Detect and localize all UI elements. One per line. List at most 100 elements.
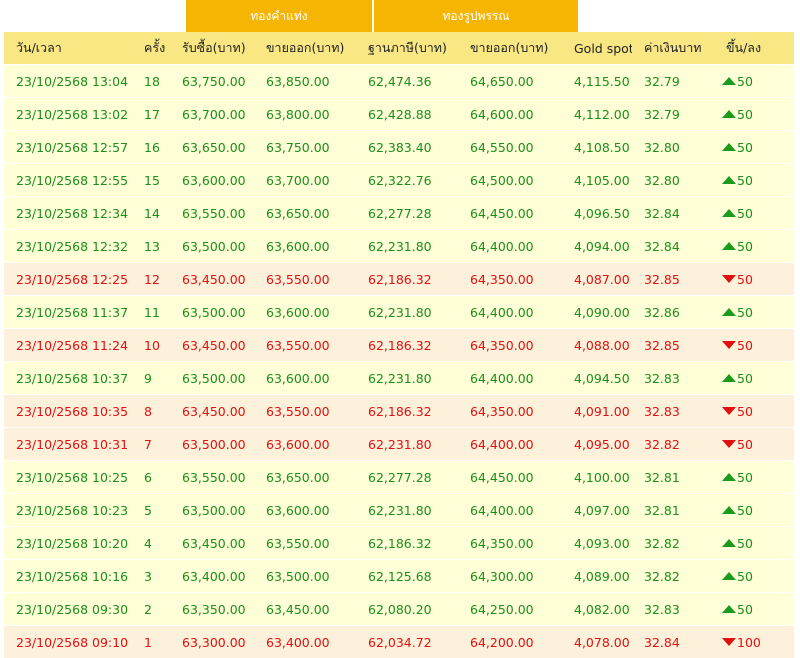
cell-thb: 32.85	[632, 329, 714, 362]
cell-tax-base: 62,186.32	[356, 263, 458, 296]
triangle-up-icon	[722, 176, 736, 184]
cell-tax-base: 62,277.28	[356, 461, 458, 494]
change-value: 50	[737, 371, 753, 386]
cell-bar-buy: 63,300.00	[170, 626, 254, 658]
cell-datetime: 23/10/2568 12:55	[4, 164, 132, 197]
cell-gold-spot: 4,112.00	[562, 98, 632, 131]
cell-gold-spot: 4,105.00	[562, 164, 632, 197]
cell-datetime: 23/10/2568 11:24	[4, 329, 132, 362]
cell-bar-sell: 63,800.00	[254, 98, 356, 131]
change-value: 50	[737, 107, 753, 122]
triangle-down-icon	[722, 275, 736, 283]
cell-round: 17	[132, 98, 170, 131]
cell-datetime: 23/10/2568 12:32	[4, 230, 132, 263]
triangle-up-icon	[722, 143, 736, 151]
cell-bar-buy: 63,550.00	[170, 197, 254, 230]
cell-ornament-sell: 64,650.00	[458, 65, 562, 98]
cell-tax-base: 62,383.40	[356, 131, 458, 164]
cell-round: 15	[132, 164, 170, 197]
cell-round: 14	[132, 197, 170, 230]
col-header-gold-spot: Gold spot	[562, 32, 632, 65]
cell-bar-sell: 63,650.00	[254, 461, 356, 494]
cell-bar-buy: 63,600.00	[170, 164, 254, 197]
change-value: 50	[737, 140, 753, 155]
cell-thb: 32.79	[632, 98, 714, 131]
cell-round: 5	[132, 494, 170, 527]
col-header-datetime: วัน/เวลา	[4, 32, 132, 65]
cell-ornament-sell: 64,250.00	[458, 593, 562, 626]
change-value: 50	[737, 503, 753, 518]
cell-change: 50	[714, 164, 794, 197]
cell-ornament-sell: 64,350.00	[458, 527, 562, 560]
group-header-gold-bar: ทองคำแท่ง	[186, 0, 372, 32]
cell-tax-base: 62,231.80	[356, 230, 458, 263]
triangle-up-icon	[722, 242, 736, 250]
change-value: 50	[737, 404, 753, 419]
cell-bar-buy: 63,500.00	[170, 362, 254, 395]
cell-gold-spot: 4,100.00	[562, 461, 632, 494]
triangle-up-icon	[722, 572, 736, 580]
cell-thb: 32.82	[632, 527, 714, 560]
cell-ornament-sell: 64,600.00	[458, 98, 562, 131]
cell-thb: 32.80	[632, 164, 714, 197]
cell-tax-base: 62,080.20	[356, 593, 458, 626]
cell-change: 50	[714, 329, 794, 362]
cell-bar-buy: 63,750.00	[170, 65, 254, 98]
col-header-thb: ค่าเงินบาท	[632, 32, 714, 65]
cell-round: 10	[132, 329, 170, 362]
cell-bar-sell: 63,600.00	[254, 296, 356, 329]
cell-ornament-sell: 64,300.00	[458, 560, 562, 593]
cell-gold-spot: 4,090.00	[562, 296, 632, 329]
change-value: 50	[737, 272, 753, 287]
cell-change: 50	[714, 65, 794, 98]
cell-bar-buy: 63,450.00	[170, 263, 254, 296]
cell-tax-base: 62,125.68	[356, 560, 458, 593]
cell-bar-buy: 63,400.00	[170, 560, 254, 593]
cell-datetime: 23/10/2568 11:37	[4, 296, 132, 329]
cell-tax-base: 62,186.32	[356, 395, 458, 428]
cell-tax-base: 62,322.76	[356, 164, 458, 197]
group-header-gold-ornament: ทองรูปพรรณ	[374, 0, 578, 32]
cell-datetime: 23/10/2568 09:30	[4, 593, 132, 626]
change-value: 50	[737, 173, 753, 188]
cell-datetime: 23/10/2568 12:34	[4, 197, 132, 230]
cell-ornament-sell: 64,200.00	[458, 626, 562, 658]
change-value: 50	[737, 470, 753, 485]
cell-round: 13	[132, 230, 170, 263]
cell-datetime: 23/10/2568 10:25	[4, 461, 132, 494]
cell-bar-sell: 63,400.00	[254, 626, 356, 658]
triangle-down-icon	[722, 638, 736, 646]
cell-round: 16	[132, 131, 170, 164]
change-value: 50	[737, 569, 753, 584]
triangle-up-icon	[722, 308, 736, 316]
cell-round: 1	[132, 626, 170, 658]
triangle-up-icon	[722, 77, 736, 85]
cell-ornament-sell: 64,350.00	[458, 395, 562, 428]
cell-datetime: 23/10/2568 10:23	[4, 494, 132, 527]
cell-tax-base: 62,231.80	[356, 296, 458, 329]
cell-change: 50	[714, 461, 794, 494]
cell-gold-spot: 4,093.00	[562, 527, 632, 560]
cell-datetime: 23/10/2568 10:37	[4, 362, 132, 395]
cell-bar-buy: 63,700.00	[170, 98, 254, 131]
triangle-up-icon	[722, 209, 736, 217]
cell-bar-sell: 63,600.00	[254, 362, 356, 395]
cell-gold-spot: 4,108.50	[562, 131, 632, 164]
cell-change: 50	[714, 428, 794, 461]
cell-bar-sell: 63,850.00	[254, 65, 356, 98]
cell-datetime: 23/10/2568 12:25	[4, 263, 132, 296]
cell-round: 11	[132, 296, 170, 329]
col-header-bar-sell: ขายออก(บาท)	[254, 32, 356, 65]
triangle-down-icon	[722, 440, 736, 448]
col-header-round: ครั้ง	[132, 32, 170, 65]
cell-thb: 32.84	[632, 197, 714, 230]
